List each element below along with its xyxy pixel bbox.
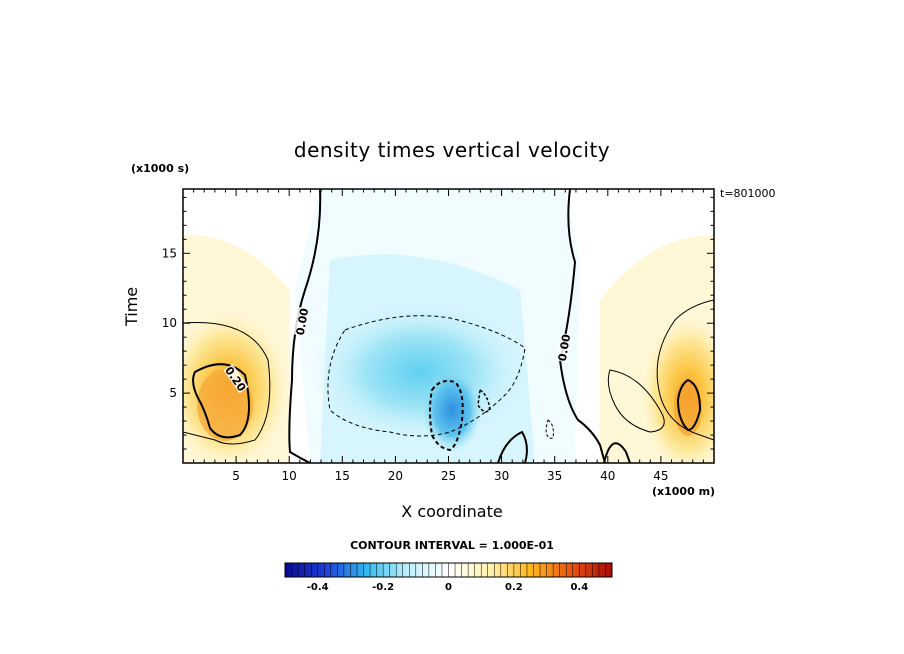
colorbar-tick-label: 0.2 xyxy=(505,582,523,593)
colorbar-tick-label: -0.4 xyxy=(307,582,329,593)
contour-interval-label: CONTOUR INTERVAL = 1.000E-01 xyxy=(350,539,554,552)
contour-label-bg xyxy=(555,332,572,363)
x-axis-label: X coordinate xyxy=(401,502,503,521)
x-tick-label: 10 xyxy=(282,469,297,483)
x-tick-label: 45 xyxy=(653,469,668,483)
chart-title: density times vertical velocity xyxy=(293,138,611,162)
y-tick-label: 5 xyxy=(169,386,177,400)
colorbar-tick-label: 0.4 xyxy=(570,582,588,593)
y-tick-label: 15 xyxy=(162,246,177,260)
colorbar-tick-label: -0.2 xyxy=(372,582,394,593)
contour-label-bg xyxy=(223,363,249,394)
x-tick-label: 25 xyxy=(441,469,456,483)
updraft-contour-left xyxy=(192,363,250,439)
axis-ticks: 5 10 15 20 25 30 35 40 45 5 10 15 xyxy=(162,189,714,483)
colorbar-tick-label: 0 xyxy=(445,582,452,593)
y-tick-label: 10 xyxy=(162,316,177,330)
contour-label-group: 0.00 xyxy=(293,306,312,337)
colorbar: -0.4 -0.2 0 0.2 0.4 xyxy=(284,562,613,593)
x-tick-label: 5 xyxy=(232,469,240,483)
x-tick-label: 15 xyxy=(335,469,350,483)
x-tick-label: 20 xyxy=(388,469,403,483)
x-tick-label: 35 xyxy=(547,469,562,483)
time-stamp: t=801000 xyxy=(720,187,776,200)
x-tick-label: 30 xyxy=(494,469,509,483)
contour-label-group: 0.00 xyxy=(555,332,574,363)
zero-contour-left xyxy=(288,189,322,463)
downdraft-core-contour xyxy=(429,380,464,452)
contour-label: 0.00 xyxy=(294,307,312,336)
y-axis-scale-label: (x1000 s) xyxy=(131,162,190,175)
x-tick-label: 40 xyxy=(600,469,615,483)
downdraft-contour xyxy=(327,315,526,437)
x-axis-scale-label: (x1000 m) xyxy=(652,485,716,498)
contour-label: 0.00 xyxy=(556,333,574,362)
contour-label-bg xyxy=(293,306,310,337)
